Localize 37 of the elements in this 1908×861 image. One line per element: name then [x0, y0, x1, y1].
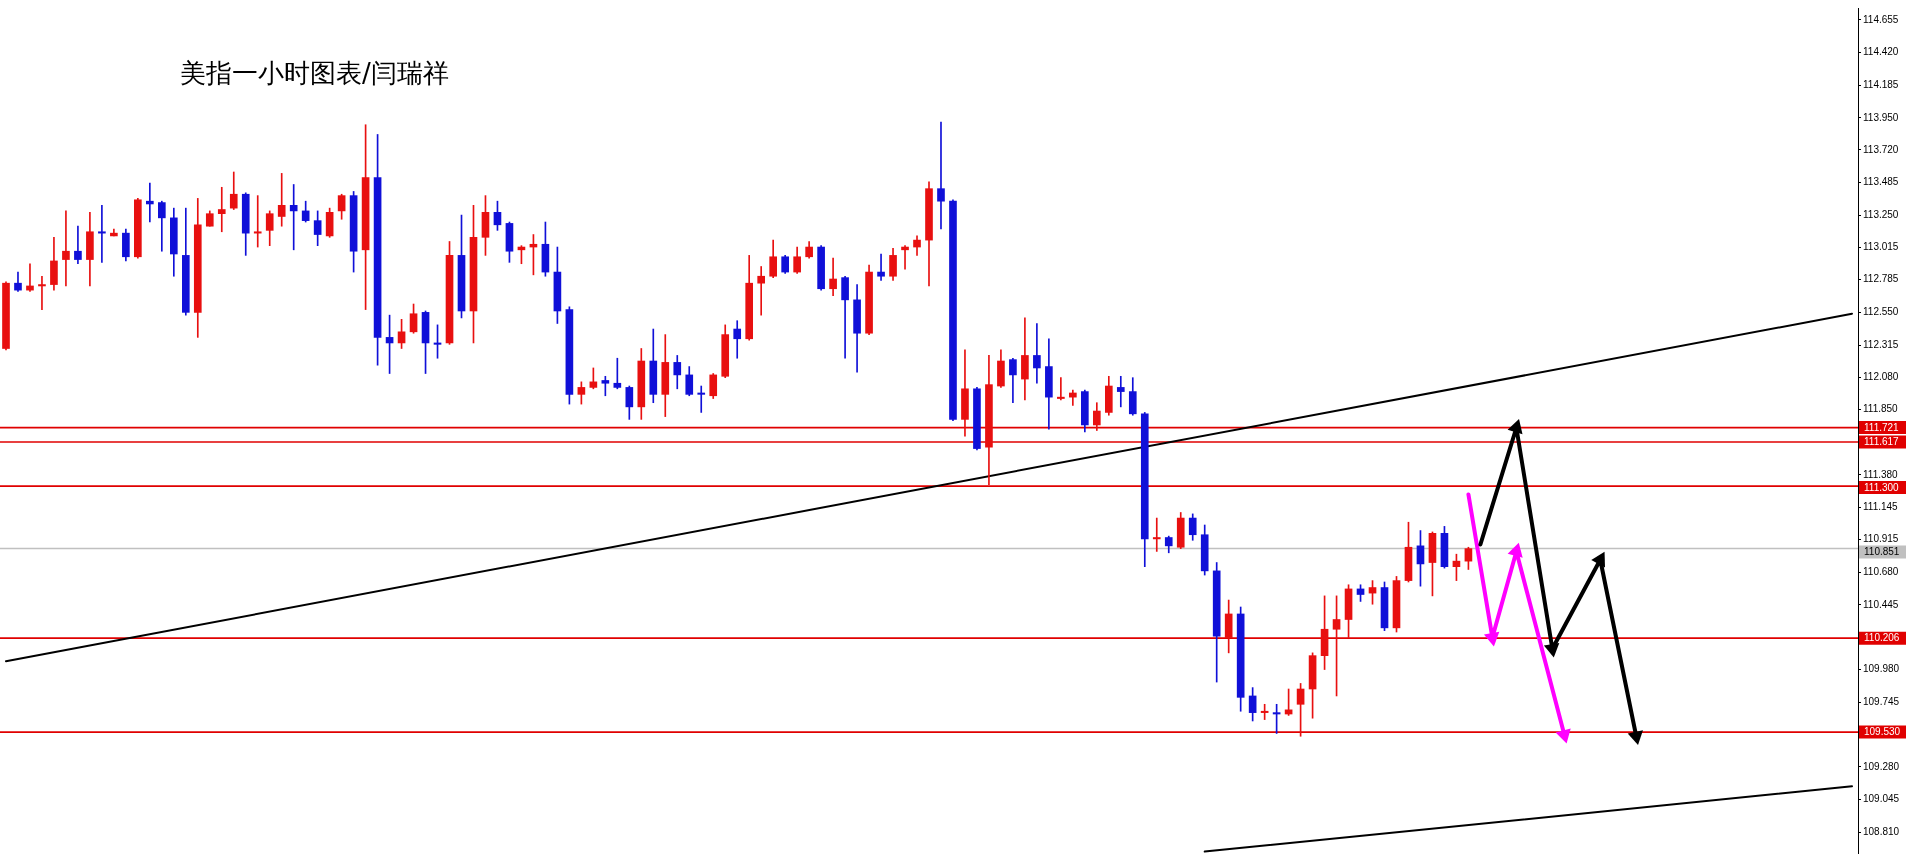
y-tick-label: 112.315: [1863, 338, 1899, 350]
y-tick-label: 108.810: [1863, 825, 1900, 837]
ref-line-label: 111.721: [1864, 421, 1900, 433]
ref-line-label: 109.530: [1864, 726, 1901, 738]
y-tick-label: 111.145: [1863, 501, 1899, 513]
y-tick-label: 113.015: [1863, 241, 1899, 253]
y-tick-label: 114.655: [1863, 13, 1899, 25]
y-tick-label: 111.380: [1863, 468, 1899, 480]
y-tick-label: 114.420: [1863, 46, 1899, 58]
point: [1483, 631, 1500, 647]
y-tick-label: 110.680: [1863, 566, 1899, 578]
y-tick-label: 110.445: [1863, 598, 1899, 610]
point: [1507, 419, 1523, 435]
point: [1543, 643, 1560, 658]
y-tick-label: 114.185: [1863, 78, 1899, 90]
y-tick-label: 109.980: [1863, 663, 1900, 675]
ref-line-label: 110.851: [1864, 546, 1900, 558]
y-tick-label: 112.550: [1863, 306, 1899, 318]
point: [1591, 551, 1605, 568]
ref-line-label: 111.617: [1864, 436, 1900, 448]
point: [1507, 542, 1523, 558]
y-tick-label: 109.045: [1863, 793, 1900, 805]
y-tick-label: 109.745: [1863, 695, 1900, 707]
y-tick-label: 112.785: [1863, 273, 1899, 285]
y-tick-label: 113.720: [1863, 143, 1899, 155]
text: 美指一小时图表/闫瑞祥: [180, 57, 449, 88]
point: [1555, 728, 1571, 744]
y-tick-label: 113.250: [1863, 208, 1899, 220]
y-tick-label: 113.950: [1863, 111, 1899, 123]
y-tick-label: 112.080: [1863, 371, 1899, 383]
y-tick-label: 113.485: [1863, 176, 1899, 188]
ref-line-label: 111.300: [1864, 481, 1900, 493]
ref-line-label: 110.206: [1864, 632, 1900, 644]
point: [1627, 730, 1643, 746]
y-tick-label: 111.850: [1863, 403, 1899, 415]
y-tick-label: 110.915: [1863, 533, 1899, 545]
y-tick-label: 109.280: [1863, 760, 1900, 772]
